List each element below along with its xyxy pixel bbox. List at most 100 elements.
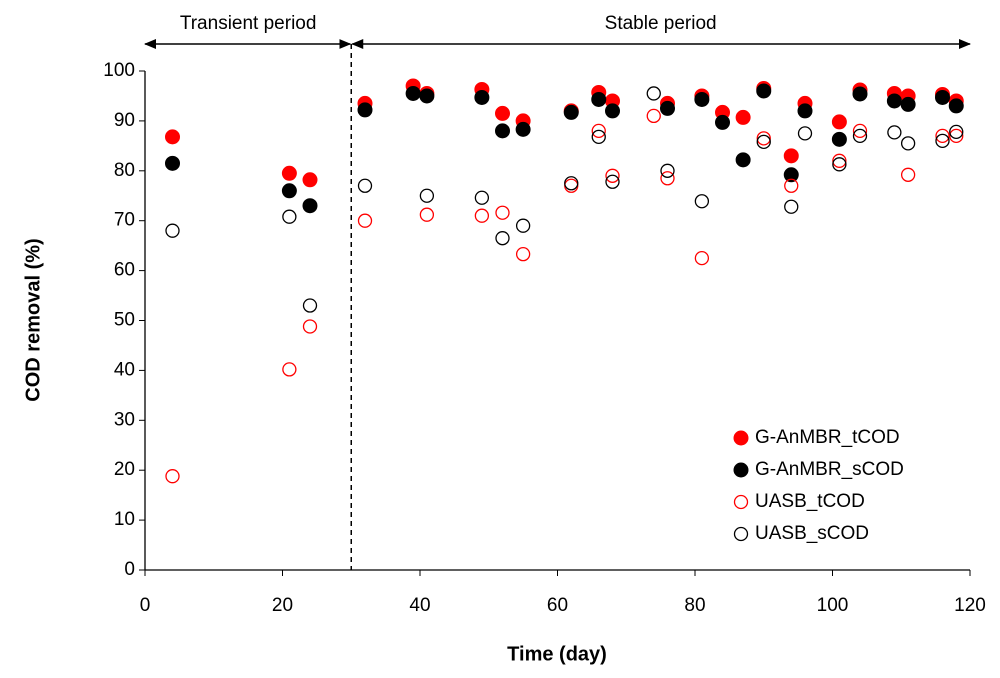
point [646, 86, 661, 101]
point [474, 208, 490, 223]
point [756, 131, 771, 146]
point [935, 133, 950, 149]
point [900, 167, 916, 182]
point [852, 128, 868, 144]
x-tick-label: 40 [409, 595, 430, 616]
point [949, 128, 964, 144]
point [302, 298, 318, 313]
point [852, 86, 868, 102]
legend-marker [733, 462, 749, 478]
point [474, 190, 490, 205]
point [784, 199, 799, 214]
x-tick-label: 80 [684, 595, 705, 616]
x-axis-label: Time (day) [507, 643, 607, 665]
point [832, 153, 847, 168]
point [756, 134, 771, 150]
annotation: Transient period [180, 13, 317, 34]
point [900, 136, 916, 151]
point [563, 104, 579, 120]
point [282, 362, 297, 377]
point [886, 93, 902, 109]
point [832, 157, 847, 172]
point [281, 183, 297, 199]
point [605, 168, 620, 183]
point [784, 178, 799, 193]
point [515, 218, 531, 233]
point [605, 103, 620, 119]
y-tick-label: 30 [114, 409, 135, 430]
point [495, 123, 510, 139]
legend-marker [733, 526, 749, 542]
point [474, 89, 490, 105]
point [694, 194, 710, 209]
point [797, 103, 813, 119]
point [646, 108, 661, 124]
point [591, 123, 606, 139]
x-tick-label: 0 [140, 595, 151, 616]
point [831, 131, 847, 147]
point [495, 205, 510, 220]
y-tick-label: 60 [114, 260, 135, 281]
x-tick-label: 100 [817, 595, 849, 616]
y-tick-label: 90 [114, 110, 135, 131]
point [357, 178, 373, 193]
point [495, 105, 510, 121]
legend-label: G-AnMBR_sCOD [755, 459, 904, 480]
point [515, 246, 531, 262]
point [735, 152, 751, 168]
y-axis-label: COD removal (%) [22, 238, 44, 401]
point [887, 125, 902, 140]
point [756, 83, 772, 99]
point [948, 98, 964, 114]
legend-marker [733, 494, 749, 510]
point [302, 198, 318, 214]
legend-label: G-AnMBR_tCOD [755, 427, 900, 448]
legend-label: UASB_tCOD [755, 491, 865, 512]
point [302, 172, 318, 188]
point [165, 469, 180, 484]
point [660, 171, 675, 186]
point [783, 167, 799, 183]
point [852, 123, 868, 139]
point [302, 319, 318, 334]
legend-label: UASB_sCOD [755, 523, 869, 544]
point [605, 174, 620, 189]
y-tick-label: 20 [114, 459, 135, 480]
point [783, 148, 799, 164]
point [591, 129, 606, 145]
point [797, 126, 813, 141]
point [165, 155, 180, 171]
y-tick-label: 100 [103, 60, 135, 81]
point [694, 91, 710, 107]
point [357, 102, 373, 118]
point [405, 85, 421, 101]
point [282, 209, 297, 224]
point [591, 91, 607, 107]
annotation: Stable period [605, 13, 717, 34]
point [419, 188, 435, 203]
y-tick-label: 70 [114, 210, 135, 231]
point [357, 213, 373, 228]
point [281, 165, 297, 181]
y-tick-label: 80 [114, 160, 135, 181]
y-tick-label: 50 [114, 310, 135, 331]
point [831, 114, 847, 130]
point [564, 176, 579, 191]
point [900, 96, 916, 112]
point [715, 114, 730, 130]
point [935, 128, 950, 144]
legend-marker [733, 430, 749, 446]
point [949, 124, 964, 140]
point [735, 109, 751, 125]
point [660, 100, 675, 116]
y-tick-label: 40 [114, 359, 135, 380]
point [660, 163, 675, 178]
x-tick-label: 20 [272, 595, 293, 616]
point [419, 207, 435, 222]
x-tick-label: 120 [954, 595, 986, 616]
point [165, 223, 180, 238]
point [419, 88, 435, 104]
y-tick-label: 0 [124, 559, 135, 580]
point [935, 89, 950, 105]
